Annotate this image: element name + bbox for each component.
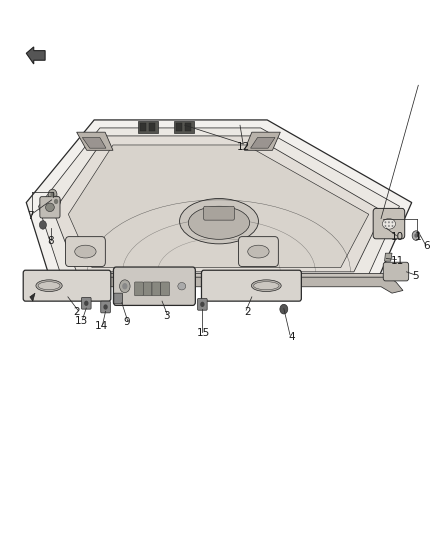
Circle shape: [47, 203, 56, 213]
FancyBboxPatch shape: [201, 270, 301, 301]
Circle shape: [385, 225, 386, 227]
FancyBboxPatch shape: [204, 206, 234, 220]
Ellipse shape: [188, 206, 250, 239]
Circle shape: [414, 233, 418, 238]
Text: 5: 5: [412, 271, 419, 280]
FancyBboxPatch shape: [198, 298, 207, 310]
Text: 6: 6: [424, 241, 431, 251]
Circle shape: [122, 283, 127, 289]
Polygon shape: [39, 273, 390, 277]
Text: 9: 9: [124, 318, 131, 327]
Circle shape: [49, 205, 54, 211]
Polygon shape: [26, 47, 45, 64]
Text: 14: 14: [95, 321, 108, 331]
Ellipse shape: [46, 203, 54, 212]
Ellipse shape: [180, 199, 258, 244]
Circle shape: [103, 304, 108, 310]
Text: 8: 8: [47, 236, 54, 246]
FancyBboxPatch shape: [143, 282, 152, 296]
Ellipse shape: [75, 245, 96, 258]
Text: 4: 4: [288, 332, 295, 342]
Text: 10: 10: [391, 232, 404, 242]
Circle shape: [39, 221, 46, 229]
FancyBboxPatch shape: [134, 282, 143, 296]
Polygon shape: [34, 277, 403, 293]
FancyBboxPatch shape: [23, 270, 111, 301]
Circle shape: [50, 192, 55, 197]
Polygon shape: [68, 145, 369, 268]
Polygon shape: [244, 132, 280, 150]
Circle shape: [52, 196, 60, 207]
Ellipse shape: [251, 280, 281, 292]
Polygon shape: [39, 128, 399, 276]
FancyBboxPatch shape: [101, 301, 110, 313]
FancyBboxPatch shape: [149, 123, 155, 131]
Polygon shape: [82, 138, 106, 148]
Ellipse shape: [248, 245, 269, 258]
Polygon shape: [251, 138, 275, 148]
Text: 2: 2: [73, 307, 80, 317]
FancyBboxPatch shape: [383, 262, 409, 281]
Circle shape: [200, 302, 205, 307]
FancyBboxPatch shape: [373, 208, 405, 239]
FancyBboxPatch shape: [113, 267, 195, 305]
Circle shape: [54, 199, 58, 204]
FancyBboxPatch shape: [185, 123, 191, 131]
Circle shape: [392, 221, 393, 223]
FancyBboxPatch shape: [174, 121, 194, 133]
Ellipse shape: [382, 219, 396, 229]
Circle shape: [84, 301, 88, 306]
Polygon shape: [385, 253, 392, 261]
Circle shape: [388, 225, 390, 227]
Polygon shape: [77, 132, 113, 150]
FancyBboxPatch shape: [40, 197, 60, 218]
Text: 7: 7: [27, 211, 34, 221]
Text: 13: 13: [74, 316, 88, 326]
Text: 11: 11: [391, 256, 404, 266]
Text: 12: 12: [237, 142, 250, 151]
Polygon shape: [53, 136, 383, 272]
Ellipse shape: [38, 281, 60, 290]
FancyBboxPatch shape: [140, 123, 146, 131]
FancyBboxPatch shape: [114, 293, 123, 304]
Text: 3: 3: [163, 311, 170, 320]
Circle shape: [120, 280, 130, 293]
Ellipse shape: [36, 280, 62, 292]
Circle shape: [412, 231, 420, 240]
Circle shape: [48, 189, 57, 200]
Circle shape: [385, 221, 386, 223]
Ellipse shape: [178, 282, 186, 290]
Text: 1: 1: [415, 232, 422, 242]
Text: 15: 15: [197, 328, 210, 338]
Polygon shape: [26, 120, 412, 280]
FancyBboxPatch shape: [161, 282, 170, 296]
Circle shape: [280, 304, 288, 314]
Ellipse shape: [254, 281, 279, 290]
FancyBboxPatch shape: [238, 237, 279, 266]
Polygon shape: [30, 293, 35, 301]
FancyBboxPatch shape: [138, 121, 158, 133]
FancyBboxPatch shape: [176, 123, 182, 131]
Text: 2: 2: [244, 307, 251, 317]
FancyBboxPatch shape: [65, 237, 105, 266]
FancyBboxPatch shape: [152, 282, 161, 296]
FancyBboxPatch shape: [81, 297, 91, 309]
Circle shape: [388, 221, 390, 223]
Circle shape: [392, 225, 393, 227]
